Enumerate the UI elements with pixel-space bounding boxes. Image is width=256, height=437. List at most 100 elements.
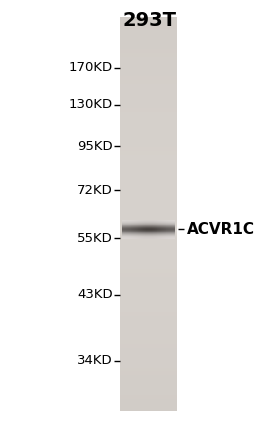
Text: 95KD: 95KD	[77, 140, 113, 153]
Text: ACVR1C: ACVR1C	[187, 222, 255, 237]
Bar	[120, 143, 177, 147]
Bar	[120, 249, 177, 253]
Bar	[124, 220, 125, 239]
Bar	[120, 198, 177, 202]
Bar	[120, 324, 177, 328]
Bar	[120, 320, 177, 324]
Bar	[157, 220, 158, 239]
Bar	[120, 387, 177, 391]
Bar	[120, 159, 177, 163]
Bar	[120, 210, 177, 214]
Bar	[120, 155, 177, 159]
Bar	[120, 367, 177, 371]
Bar	[122, 235, 175, 236]
Bar	[120, 261, 177, 265]
Bar	[122, 223, 175, 224]
Bar	[122, 229, 175, 230]
Bar	[122, 234, 175, 235]
Bar	[159, 220, 160, 239]
Bar	[120, 108, 177, 112]
Bar	[120, 186, 177, 191]
Bar	[120, 139, 177, 143]
Bar	[122, 227, 175, 228]
Bar	[129, 220, 130, 239]
Bar	[120, 25, 177, 29]
Bar	[174, 220, 175, 239]
Bar	[120, 166, 177, 171]
Bar	[120, 343, 177, 348]
Bar	[126, 220, 127, 239]
Bar	[145, 220, 146, 239]
Bar	[120, 253, 177, 257]
Bar	[120, 300, 177, 305]
Bar	[122, 237, 175, 238]
Text: 34KD: 34KD	[77, 354, 113, 367]
Bar	[162, 220, 163, 239]
Bar	[120, 332, 177, 336]
Bar	[120, 64, 177, 69]
Bar	[168, 220, 169, 239]
Bar	[120, 288, 177, 293]
Bar	[120, 37, 177, 41]
Bar	[120, 359, 177, 364]
Bar	[122, 220, 175, 221]
Bar	[120, 328, 177, 332]
Bar	[122, 232, 175, 233]
Bar	[139, 220, 140, 239]
Bar	[122, 224, 175, 225]
Bar	[123, 220, 124, 239]
Bar	[122, 238, 175, 239]
Bar	[120, 88, 177, 92]
Bar	[167, 220, 168, 239]
Bar	[120, 119, 177, 124]
Bar	[120, 84, 177, 88]
Bar	[120, 281, 177, 285]
Bar	[120, 312, 177, 316]
Bar	[120, 371, 177, 375]
Bar	[132, 220, 133, 239]
Bar	[120, 80, 177, 84]
Bar	[122, 236, 175, 237]
Bar	[120, 237, 177, 242]
Bar	[120, 265, 177, 269]
Bar	[122, 223, 175, 224]
Bar	[122, 227, 175, 228]
Bar	[120, 277, 177, 281]
Bar	[120, 316, 177, 320]
Bar	[120, 340, 177, 344]
Bar	[120, 296, 177, 301]
Bar	[120, 194, 177, 198]
Bar	[120, 284, 177, 289]
Text: 293T: 293T	[123, 11, 177, 30]
Bar	[120, 292, 177, 297]
Bar	[120, 49, 177, 53]
Bar	[122, 222, 175, 223]
Bar	[120, 383, 177, 387]
Bar	[120, 96, 177, 100]
Bar	[133, 220, 134, 239]
Bar	[150, 220, 151, 239]
Bar	[120, 229, 177, 234]
Bar	[120, 56, 177, 61]
Bar	[120, 104, 177, 108]
Bar	[120, 60, 177, 65]
Bar	[120, 21, 177, 25]
Bar	[136, 220, 137, 239]
Bar	[147, 220, 148, 239]
Bar	[120, 111, 177, 116]
Bar	[122, 233, 175, 234]
Bar	[120, 52, 177, 57]
Bar	[122, 237, 175, 238]
Bar	[128, 220, 129, 239]
Bar	[152, 220, 153, 239]
Bar	[120, 45, 177, 49]
Bar	[134, 220, 135, 239]
Bar	[120, 178, 177, 183]
Bar	[122, 229, 175, 230]
Bar	[120, 218, 177, 222]
Bar	[120, 147, 177, 151]
Bar	[122, 220, 175, 221]
Bar	[166, 220, 167, 239]
Bar	[164, 220, 165, 239]
Bar	[120, 151, 177, 155]
